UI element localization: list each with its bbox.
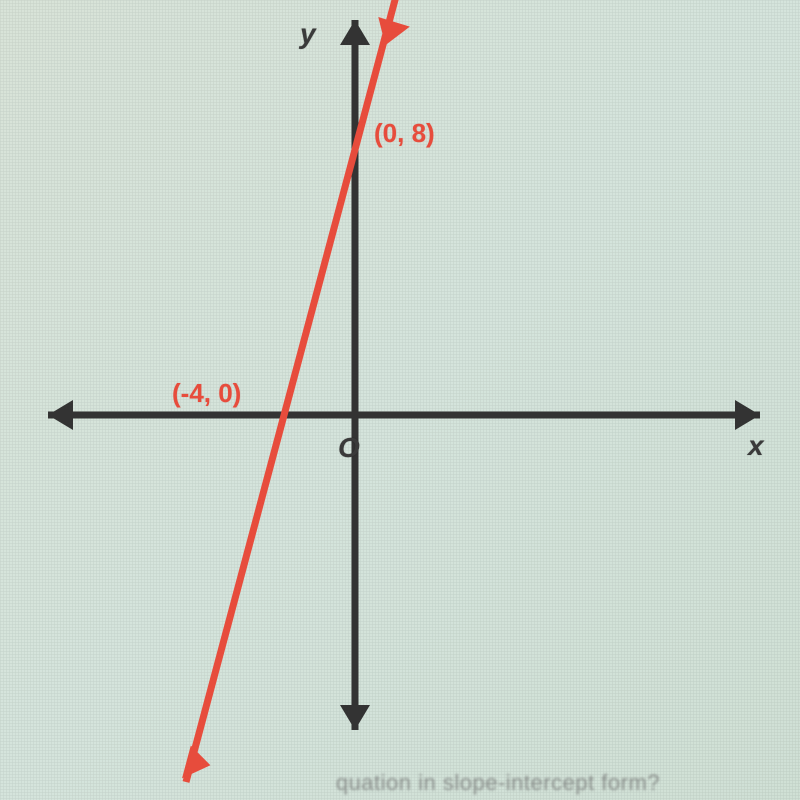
y-axis-label: y — [300, 18, 316, 50]
x-axis-arrow-left — [48, 400, 73, 430]
line-arrow-upper — [371, 17, 410, 51]
point-label-neg4-0: (-4, 0) — [172, 378, 241, 409]
y-axis-arrow-up — [340, 20, 370, 45]
x-axis-arrow-right — [735, 400, 760, 430]
question-text-fragment: quation in slope-intercept form? — [336, 770, 660, 796]
y-axis-arrow-down — [340, 705, 370, 730]
point-label-0-8: (0, 8) — [374, 118, 435, 149]
origin-label: O — [338, 432, 360, 464]
x-axis-label: x — [748, 430, 764, 462]
